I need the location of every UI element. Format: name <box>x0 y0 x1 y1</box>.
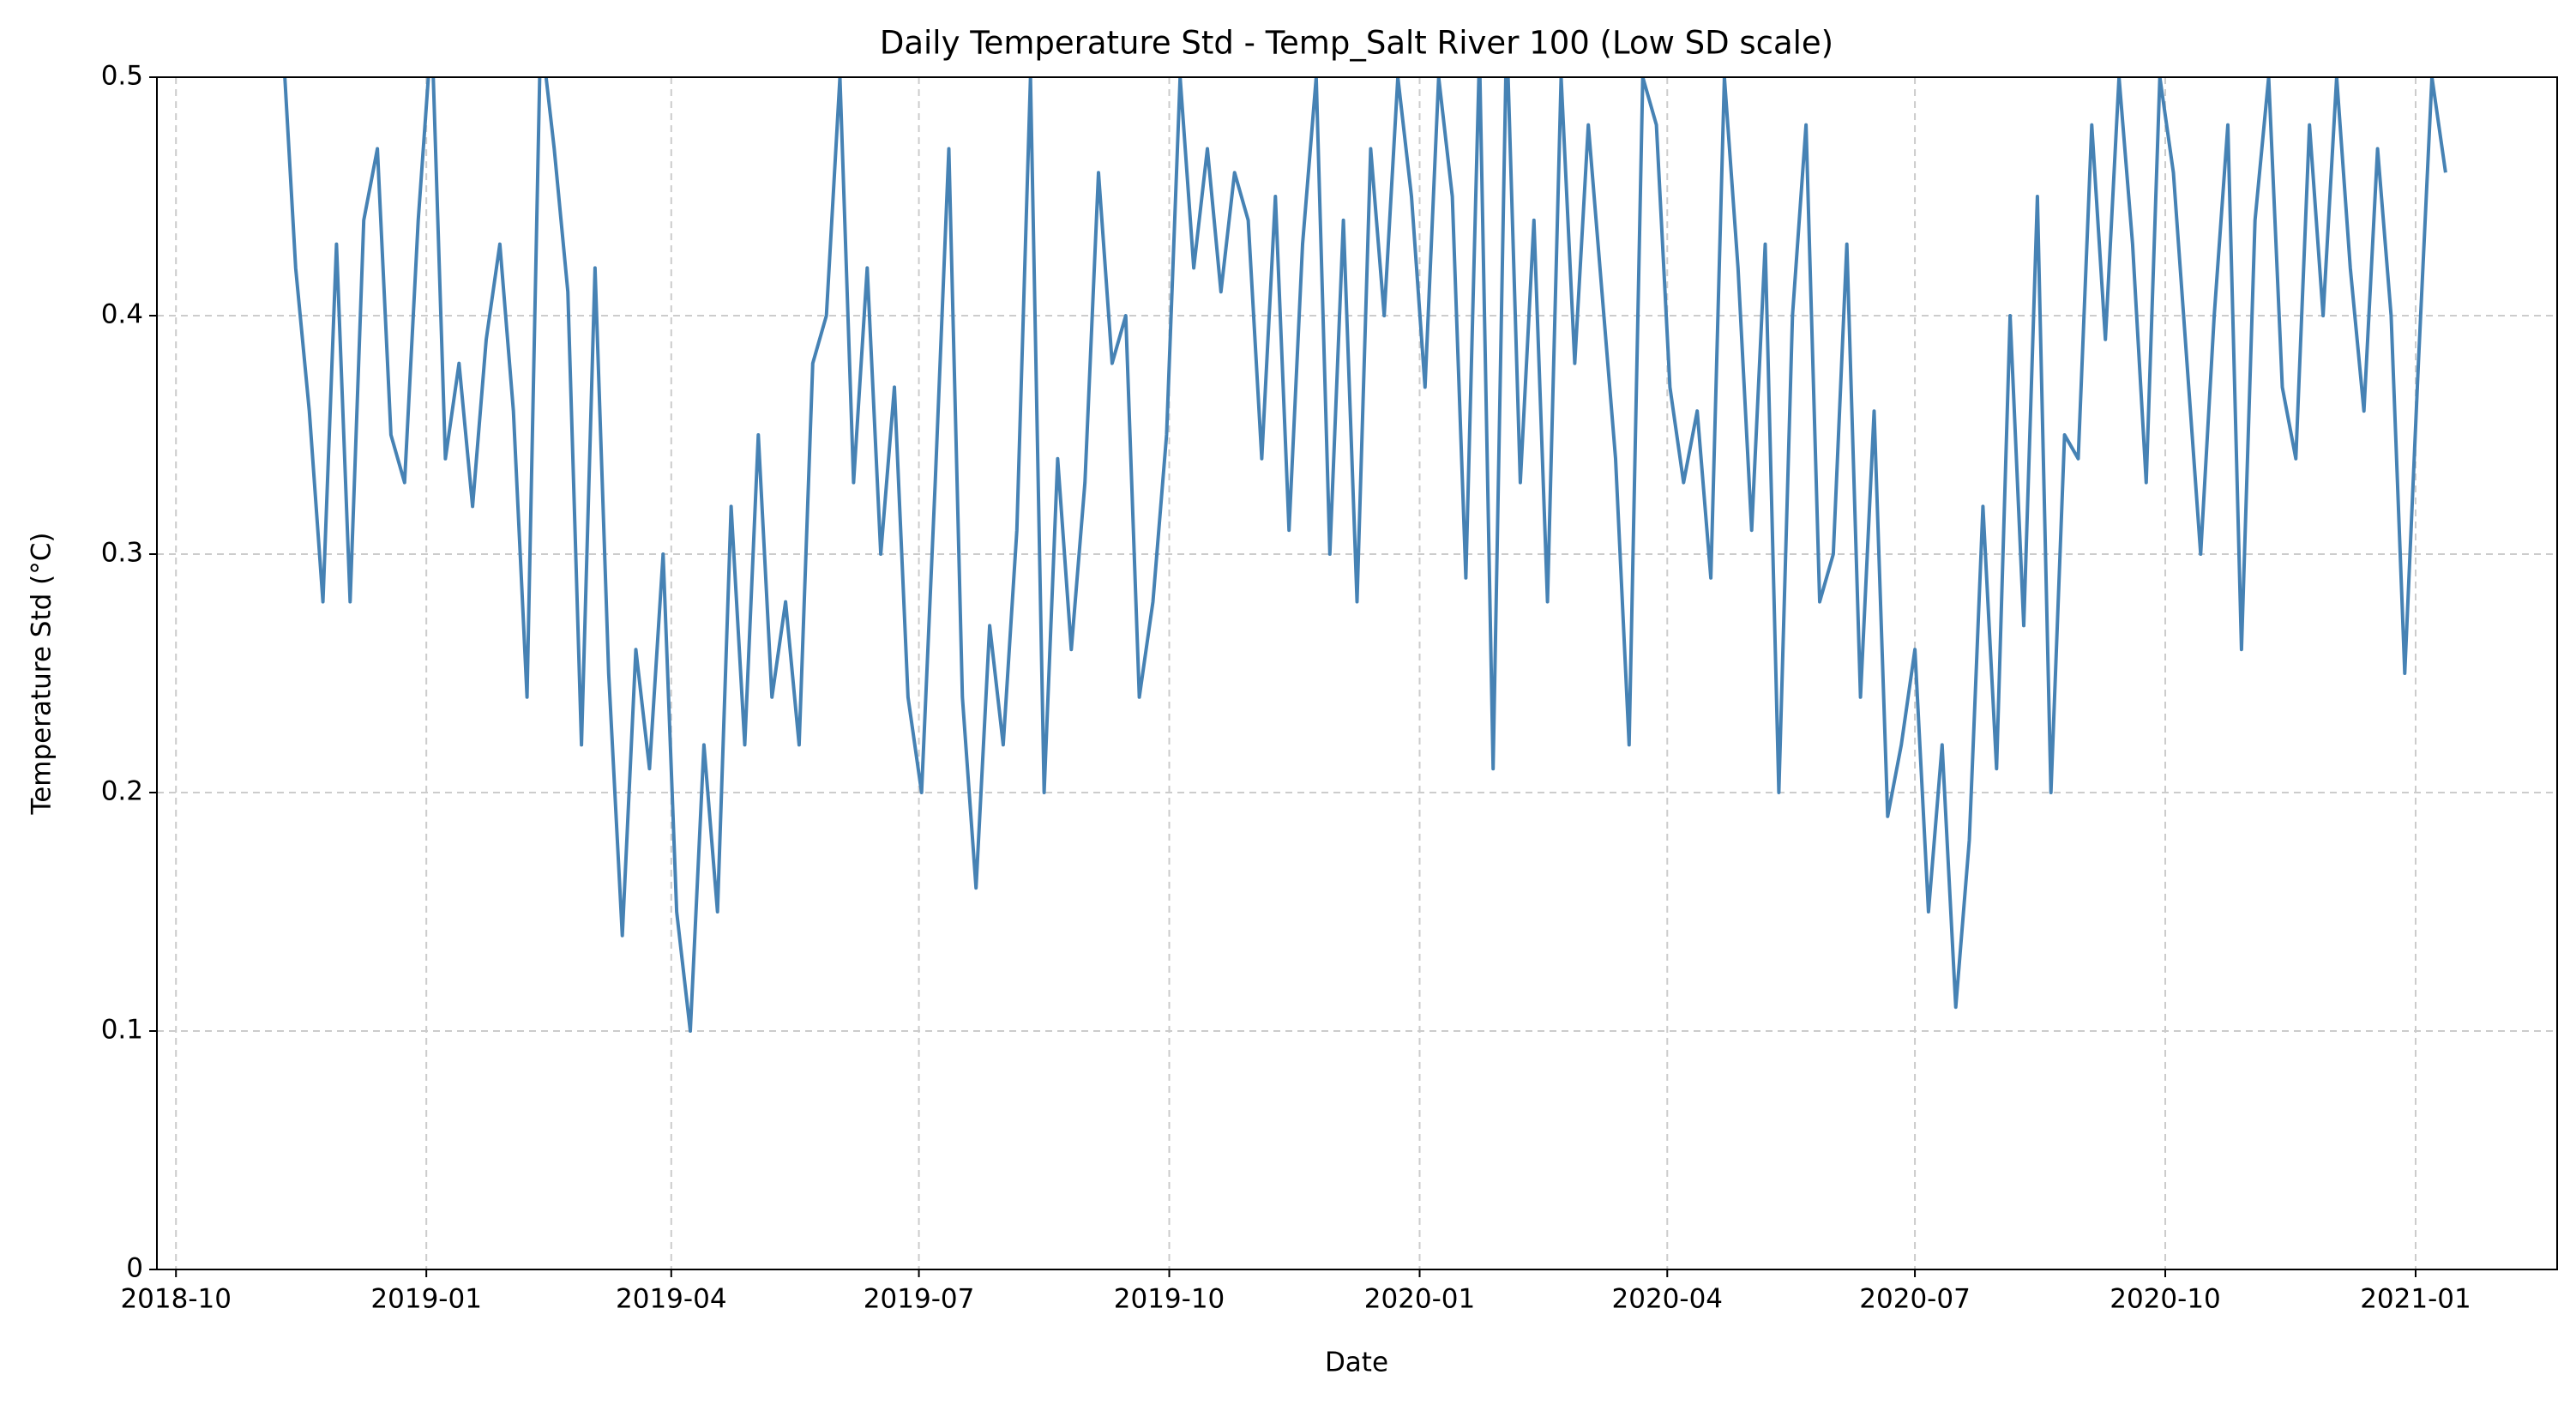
x-tick-label: 2019-10 <box>1114 1284 1225 1315</box>
x-tick-label: 2020-04 <box>1612 1284 1724 1315</box>
x-tick-label: 2020-10 <box>2110 1284 2221 1315</box>
y-axis-label: Temperature Std (°C) <box>27 533 57 816</box>
y-tick-label: 0 <box>126 1253 143 1284</box>
x-tick-label: 2019-01 <box>370 1284 482 1315</box>
plot-frame <box>156 76 2558 1270</box>
y-tick-label: 0.5 <box>101 61 143 92</box>
x-tick-label: 2020-07 <box>1859 1284 1971 1315</box>
x-axis-label: Date <box>1325 1348 1388 1378</box>
y-tick-label: 0.1 <box>101 1015 143 1046</box>
x-tick-label: 2019-04 <box>616 1284 727 1315</box>
y-tick-label: 0.4 <box>101 299 143 330</box>
y-tick-label: 0.3 <box>101 538 143 569</box>
x-tick-label: 2019-07 <box>864 1284 975 1315</box>
chart-title: Daily Temperature Std - Temp_Salt River … <box>880 25 1833 62</box>
y-tick-label: 0.2 <box>101 776 143 807</box>
x-tick-label: 2018-10 <box>120 1284 232 1315</box>
data-line <box>283 77 2447 1033</box>
x-tick-label: 2020-01 <box>1364 1284 1476 1315</box>
x-tick-label: 2021-01 <box>2360 1284 2471 1315</box>
